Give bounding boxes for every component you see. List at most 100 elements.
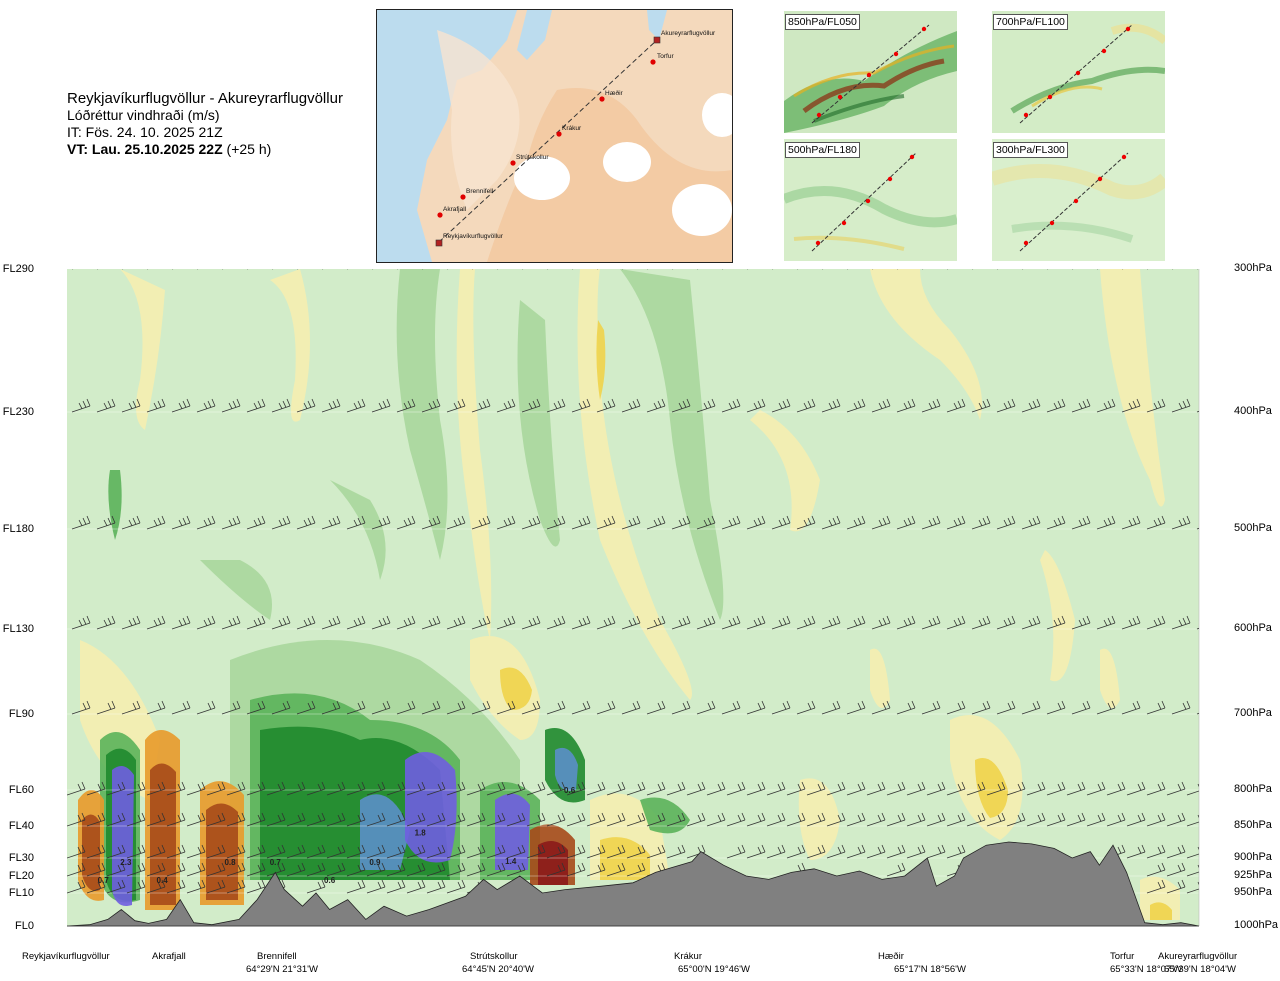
wind-barb <box>446 700 466 715</box>
marker-reykjavik <box>435 239 443 247</box>
wind-barb <box>946 515 966 530</box>
inset-300[interactable]: 300hPa/FL300 <box>992 139 1165 261</box>
field-region-up_4 <box>150 763 176 905</box>
wind-barb <box>426 879 446 894</box>
wind-barb <box>1026 812 1046 827</box>
wind-barb <box>597 269 599 270</box>
wind-barb <box>197 269 199 270</box>
field-region-up_2 <box>596 320 606 400</box>
wind-barb <box>146 700 166 715</box>
wind-barb <box>771 615 791 630</box>
wind-barb <box>447 269 449 270</box>
map-label-akureyri: Akureyrarflugvöllur <box>661 30 716 37</box>
wind-barb <box>366 844 386 859</box>
wind-barb <box>906 812 926 827</box>
wind-barb <box>1096 615 1116 630</box>
pressure-level-label: 900hPa <box>1234 851 1272 863</box>
wind-barb <box>771 398 791 413</box>
wind-barb <box>346 515 366 530</box>
wind-barb <box>521 515 541 530</box>
wind-barb <box>671 615 691 630</box>
wind-barb <box>246 515 266 530</box>
wind-barb <box>221 700 241 715</box>
wind-barb <box>546 615 566 630</box>
map-label-reykjavik: Reykjavíkurflugvöllur <box>443 233 504 240</box>
wind-barb <box>766 844 786 859</box>
wind-barb <box>146 515 166 530</box>
wind-barb <box>986 812 1006 827</box>
wind-barb <box>671 515 691 530</box>
wind-barb <box>506 862 526 877</box>
wind-barb <box>1046 515 1066 530</box>
wind-barb <box>206 781 226 796</box>
wind-barb <box>86 879 106 894</box>
wind-barb <box>1166 862 1186 877</box>
wind-barb <box>746 515 766 530</box>
marker-brennifell <box>460 194 466 200</box>
value-annotation: 1.4 <box>505 857 517 866</box>
wind-barb <box>146 812 166 827</box>
wind-barb <box>86 781 106 796</box>
wind-barb <box>1046 700 1066 715</box>
wind-barb <box>571 700 591 715</box>
wind-barb <box>846 812 866 827</box>
flight-level-label: FL20 <box>8 870 34 882</box>
wind-barb <box>321 398 341 413</box>
wind-barb <box>966 781 986 796</box>
wind-barb <box>806 844 826 859</box>
field-region-up_4 <box>206 803 238 900</box>
wind-barb <box>1146 879 1166 894</box>
wind-barb <box>1086 781 1106 796</box>
wind-barb <box>746 700 766 715</box>
wind-barb <box>426 844 446 859</box>
inset-500[interactable]: 500hPa/FL180 <box>784 139 957 261</box>
wind-barb <box>166 862 186 877</box>
location-name: Krákur <box>674 951 702 962</box>
wind-barb <box>426 781 446 796</box>
wind-barb <box>346 879 366 894</box>
wind-barb <box>646 700 666 715</box>
wind-barb <box>246 615 266 630</box>
wind-barb <box>521 700 541 715</box>
wind-barb <box>506 812 526 827</box>
field-region-up_1 <box>750 410 820 532</box>
wind-barb <box>771 515 791 530</box>
wind-barb <box>621 515 641 530</box>
field-region-up_2 <box>975 758 1008 818</box>
wind-barb <box>1126 781 1146 796</box>
wind-barb <box>121 398 141 413</box>
wind-barb <box>221 615 241 630</box>
wind-barb <box>806 781 826 796</box>
wind-barb <box>306 812 326 827</box>
wind-barb <box>286 781 306 796</box>
field-region-down_5 <box>405 752 457 863</box>
wind-barb <box>571 398 591 413</box>
wind-barb <box>1106 812 1126 827</box>
wind-barb <box>506 844 526 859</box>
pressure-level-label: 300hPa <box>1234 262 1272 274</box>
wind-barb <box>646 844 666 859</box>
inset-850[interactable]: 850hPa/FL050 <box>784 11 957 133</box>
wind-barb <box>1166 844 1186 859</box>
field-region-up_1 <box>120 269 165 430</box>
wind-barb <box>721 615 741 630</box>
wind-barb <box>1022 269 1024 270</box>
inset-700[interactable]: 700hPa/FL100 <box>992 11 1165 133</box>
wind-barb <box>347 269 349 270</box>
wind-barb <box>696 398 716 413</box>
wind-barb <box>886 844 906 859</box>
wind-barb <box>371 615 391 630</box>
wind-barb <box>126 812 146 827</box>
wind-barb <box>271 700 291 715</box>
wind-barb <box>921 515 941 530</box>
wind-barb <box>1186 814 1199 827</box>
wind-barb <box>822 269 824 270</box>
wind-barb <box>286 812 306 827</box>
wind-barb <box>546 781 566 796</box>
wind-barb <box>96 515 116 530</box>
location-coord: 64°29'N 21°31'W <box>246 964 318 975</box>
wind-barb <box>526 781 546 796</box>
valid-time: VT: Lau. 25.10.2025 22Z <box>67 141 223 157</box>
value-annotation: 1.8 <box>415 829 427 838</box>
wind-barb <box>747 269 749 270</box>
